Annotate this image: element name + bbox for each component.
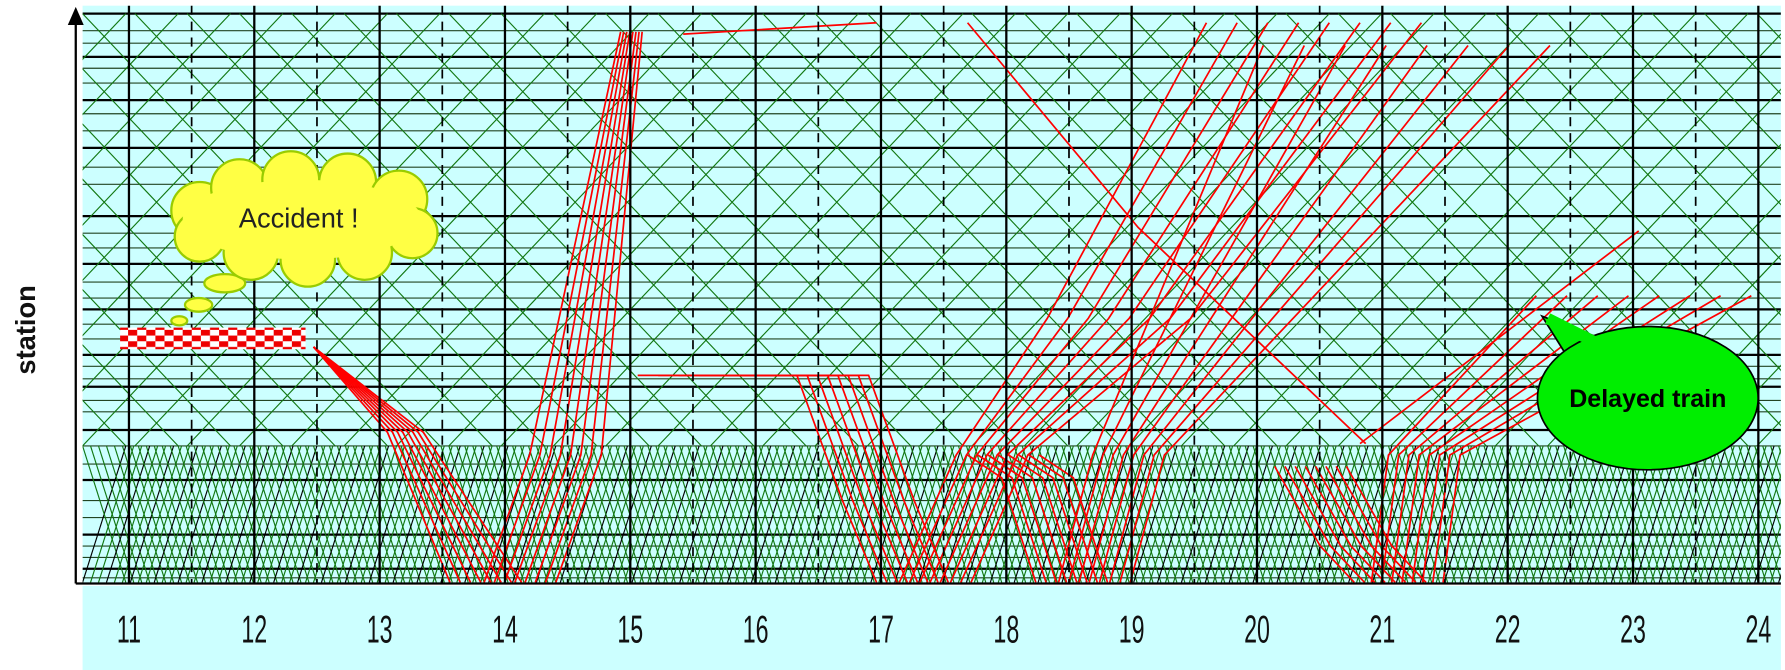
x-tick-label: 20 [1244, 608, 1270, 652]
train-path [0, 14, 73, 446]
x-tick-label: 18 [993, 608, 1019, 652]
train-path [0, 14, 73, 446]
accident-label: Accident ! [239, 203, 359, 234]
train-path [0, 14, 21, 446]
x-tick-label: 21 [1369, 608, 1395, 652]
x-tick-label: 13 [367, 608, 393, 652]
x-tick-label: 19 [1119, 608, 1145, 652]
x-tick-label: 22 [1495, 608, 1521, 652]
x-tick-label: 11 [117, 608, 141, 652]
blocked-section [120, 328, 305, 350]
x-tick-label: 14 [492, 608, 518, 652]
y-axis-arrow [68, 7, 84, 25]
y-axis-title: station [10, 285, 41, 374]
delayed-label: Delayed train [1569, 385, 1726, 413]
x-tick-label: 24 [1745, 608, 1771, 652]
x-tick-label: 15 [617, 608, 643, 652]
x-tick-label: 12 [241, 608, 267, 652]
train-path [0, 14, 21, 446]
x-tick-label: 16 [743, 608, 769, 652]
x-tick-label: 17 [868, 608, 894, 652]
x-tick-label: 23 [1620, 608, 1646, 652]
time-band [83, 586, 1781, 670]
chart: 11 12 13 14 15 16 17 18 19 20 21 22 23 24 station Acc… [0, 0, 1785, 670]
